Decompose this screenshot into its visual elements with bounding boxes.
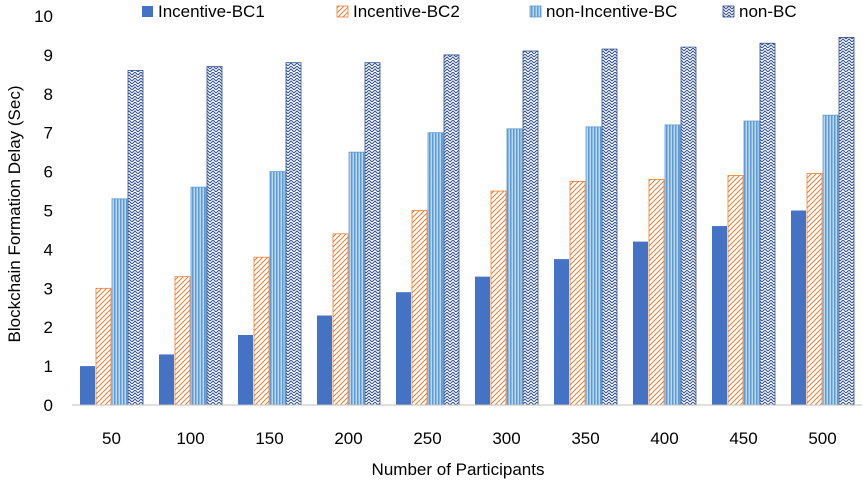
bar-incentive-bc1-100 [159, 354, 174, 405]
x-tick-label: 500 [808, 429, 836, 448]
y-tick-label: 9 [44, 46, 53, 65]
bar-non-incentive-bc-400 [664, 124, 681, 406]
bar-non-incentive-bc-350 [585, 126, 602, 406]
bar-incentive-bc1-500 [791, 210, 806, 405]
x-tick-label: 300 [492, 429, 520, 448]
legend-swatch [142, 6, 153, 17]
x-tick-label: 400 [650, 429, 678, 448]
bar-non-incentive-bc-450 [743, 120, 760, 406]
legend-label: non-Incentive-BC [546, 2, 677, 21]
y-axis-title-group: Blockchain Formation Delay (Sec) [5, 86, 24, 343]
legend-swatch [336, 5, 349, 18]
y-tick-label: 1 [44, 357, 53, 376]
bar-incentive-bc1-150 [238, 334, 253, 405]
x-tick-label: 350 [571, 429, 599, 448]
bar-non-bc-200 [364, 62, 381, 406]
bar-incentive-bc2-100 [174, 276, 191, 406]
bar-non-bc-250 [443, 54, 460, 406]
y-tick-labels: 0 1 2 3 4 5 6 7 8 9 10 [34, 7, 53, 415]
bar-non-bc-50 [127, 70, 144, 406]
y-tick-label: 0 [44, 396, 53, 415]
legend: Incentive-BC1 Incentive-BC2 non-Incentive-… [142, 2, 797, 21]
bar-incentive-bc1-450 [712, 226, 727, 405]
bar-incentive-bc1-200 [317, 315, 332, 405]
x-tick-label: 200 [334, 429, 362, 448]
bar-incentive-bc2-250 [411, 210, 428, 406]
bar-incentive-bc2-200 [332, 233, 349, 406]
bar-incentive-bc2-350 [569, 180, 586, 406]
bar-non-bc-350 [601, 48, 618, 406]
bar-incentive-bc2-50 [95, 287, 112, 406]
bar-non-bc-150 [285, 62, 302, 406]
bar-incentive-bc2-400 [648, 178, 665, 406]
bar-incentive-bc1-350 [554, 259, 569, 405]
y-tick-label: 3 [44, 279, 53, 298]
y-axis-title: Blockchain Formation Delay (Sec) [5, 86, 24, 343]
bar-incentive-bc1-50 [80, 366, 95, 405]
bar-non-incentive-bc-200 [348, 151, 365, 406]
bar-non-bc-450 [759, 42, 776, 406]
x-tick-labels: 50 100 150 200 250 300 350 400 450 500 [102, 429, 837, 448]
x-tick-label: 100 [176, 429, 204, 448]
legend-swatch [529, 5, 542, 18]
x-tick-label: 450 [729, 429, 757, 448]
legend-label: Incentive-BC2 [353, 2, 460, 21]
bar-non-incentive-bc-500 [822, 114, 839, 406]
y-tick-label: 5 [44, 202, 53, 221]
legend-label: non-BC [739, 2, 797, 21]
y-tick-label: 7 [44, 124, 53, 143]
bar-non-incentive-bc-300 [506, 128, 523, 406]
bar-incentive-bc1-400 [633, 241, 648, 405]
bar-non-incentive-bc-250 [427, 132, 444, 406]
legend-swatch [722, 5, 735, 18]
y-tick-label: 2 [44, 318, 53, 337]
legend-label: Incentive-BC1 [158, 2, 265, 21]
bar-incentive-bc1-250 [396, 292, 411, 405]
bar-non-incentive-bc-100 [190, 186, 207, 406]
x-axis-title: Number of Participants [372, 460, 545, 479]
bar-incentive-bc2-450 [727, 175, 744, 406]
x-tick-label: 250 [413, 429, 441, 448]
y-tick-label: 10 [34, 7, 53, 26]
bar-incentive-bc2-150 [253, 256, 270, 406]
bar-non-bc-500 [838, 36, 855, 406]
bar-incentive-bc2-300 [490, 190, 507, 406]
bar-incentive-bc2-500 [806, 173, 823, 406]
x-tick-label: 150 [255, 429, 283, 448]
bar-non-bc-300 [522, 50, 539, 406]
bar-non-incentive-bc-150 [269, 171, 286, 406]
x-tick-label: 50 [102, 429, 121, 448]
bar-non-bc-400 [680, 46, 697, 406]
bar-non-bc-100 [206, 66, 223, 406]
bar-incentive-bc1-300 [475, 276, 490, 405]
y-tick-label: 4 [44, 240, 53, 259]
y-tick-label: 8 [44, 85, 53, 104]
bar-non-incentive-bc-50 [111, 198, 128, 406]
bars [80, 36, 855, 406]
y-tick-label: 6 [44, 163, 53, 182]
